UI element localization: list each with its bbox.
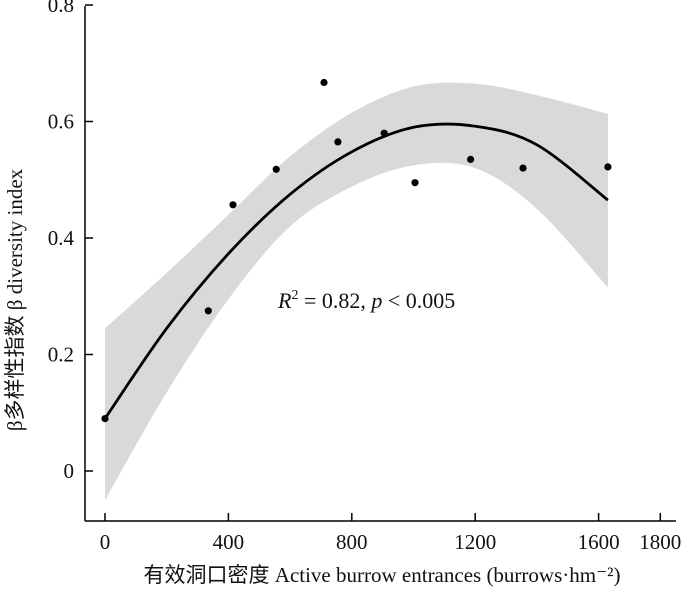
y-tick-label-4: 0.8: [48, 0, 74, 17]
y-tick-label-2: 0.4: [48, 226, 75, 250]
data-point-3: [272, 165, 280, 173]
x-tick-label-5: 1800: [639, 530, 681, 554]
x-axis-ticks: 0 400 800 1200 1600 1800: [100, 513, 681, 554]
confidence-band: [105, 82, 608, 501]
data-point-7: [411, 179, 419, 187]
data-point-10: [604, 163, 612, 171]
x-tick-label-4: 1600: [578, 530, 620, 554]
y-axis-title: β多样性指数 β diversity index: [3, 168, 27, 431]
x-tick-label-2: 800: [336, 530, 368, 554]
data-point-4: [320, 78, 328, 87]
data-point-9: [519, 164, 527, 172]
fit-curve: [103, 122, 609, 420]
data-point-0: [101, 415, 109, 423]
y-tick-label-1: 0.2: [48, 343, 74, 367]
y-tick-label-3: 0.6: [48, 110, 74, 134]
x-tick-label-3: 1200: [454, 530, 496, 554]
data-point-8: [467, 155, 475, 163]
data-point-6: [380, 129, 388, 137]
data-point-5: [334, 138, 342, 146]
data-point-2: [229, 201, 237, 209]
x-tick-label-1: 400: [213, 530, 245, 554]
y-tick-label-0: 0: [64, 459, 75, 483]
y-axis-ticks: 0 0.2 0.4 0.6 0.8: [48, 0, 93, 483]
data-points: [101, 78, 612, 423]
x-tick-label-0: 0: [100, 530, 111, 554]
data-point-1: [204, 307, 212, 315]
x-axis-title: 有效洞口密度 Active burrow entrances (burrows·…: [144, 563, 621, 587]
r2-annotation: R2 = 0.82, p < 0.005: [277, 288, 455, 313]
